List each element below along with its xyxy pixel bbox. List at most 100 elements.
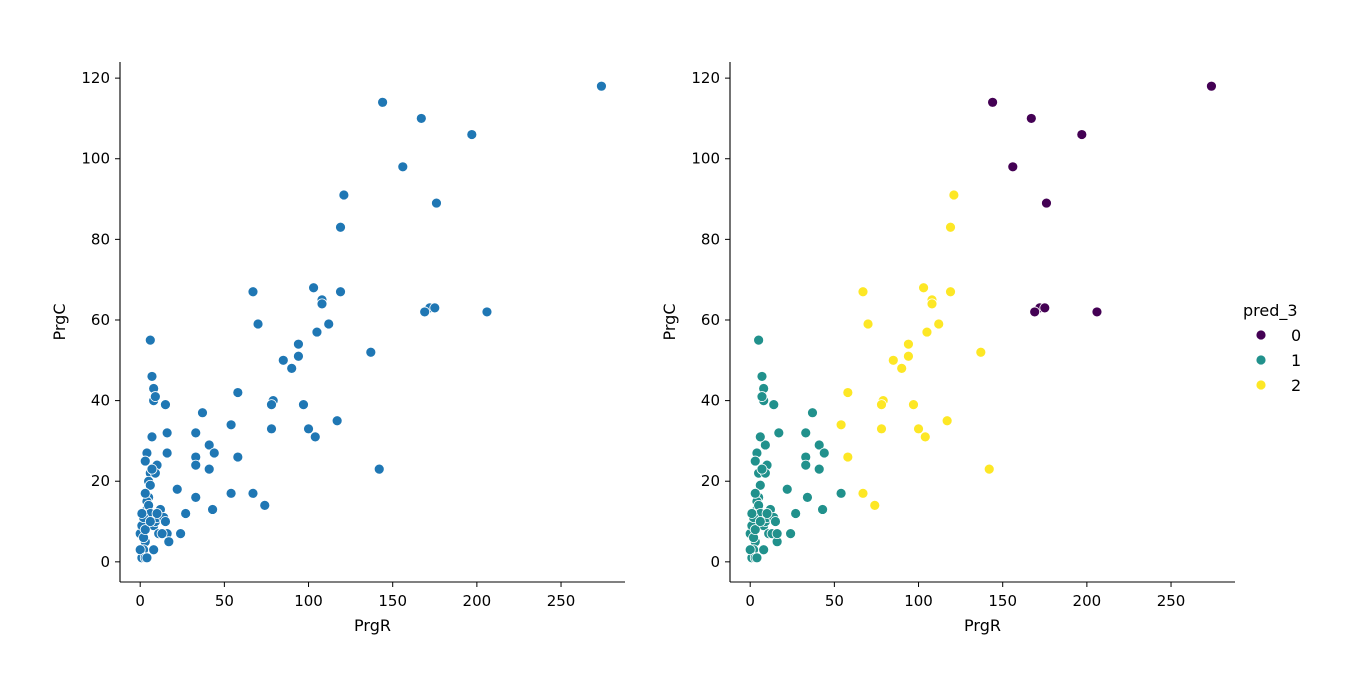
- data-point: [190, 427, 202, 439]
- y-tick-label: 20: [91, 472, 110, 490]
- x-tick-label: 0: [135, 592, 145, 610]
- data-point: [144, 479, 156, 491]
- data-point: [134, 544, 146, 556]
- x-tick-label: 150: [988, 592, 1017, 610]
- data-point: [373, 463, 385, 475]
- data-point-cluster-2: [945, 286, 956, 298]
- data-point: [335, 286, 346, 298]
- data-point: [197, 407, 208, 419]
- data-point-cluster-2: [857, 487, 869, 499]
- data-point: [309, 431, 321, 443]
- data-point: [139, 487, 151, 499]
- legend-label-0: 0: [1291, 326, 1301, 345]
- data-point: [190, 459, 202, 471]
- data-point: [311, 326, 323, 338]
- data-point-cluster-2: [983, 463, 995, 475]
- data-point-cluster-2: [876, 423, 887, 435]
- data-point-cluster-1: [751, 552, 763, 564]
- x-tick-label: 50: [215, 592, 234, 610]
- data-point-cluster-0: [1091, 306, 1103, 318]
- data-point-cluster-1: [807, 407, 818, 419]
- data-point: [247, 286, 259, 298]
- data-point: [308, 282, 319, 294]
- data-point: [323, 318, 335, 330]
- data-point: [232, 387, 244, 398]
- data-point-cluster-2: [842, 451, 854, 463]
- data-point: [277, 354, 289, 366]
- data-point: [161, 427, 173, 439]
- data-point-cluster-0: [987, 96, 998, 108]
- data-point-cluster-1: [756, 391, 768, 402]
- y-tick-label: 0: [100, 553, 110, 571]
- data-point: [293, 350, 304, 362]
- data-point: [139, 455, 151, 467]
- data-point-cluster-0: [1039, 302, 1051, 314]
- data-point: [207, 504, 218, 515]
- data-point: [156, 528, 168, 540]
- data-point: [146, 431, 158, 443]
- legend-label-2: 2: [1291, 376, 1301, 395]
- data-point-cluster-1: [835, 487, 847, 499]
- x-tick-label: 200: [1073, 592, 1102, 610]
- y-tick-label: 60: [91, 311, 110, 329]
- data-point: [338, 189, 350, 201]
- scatter-plot-prgr-vs-prgc: 0 50 100 150 200 250 0 20 40 60 80 100 120 PrgR PrgC: [50, 62, 625, 635]
- data-point: [225, 419, 237, 431]
- data-point: [148, 544, 160, 556]
- data-point: [203, 463, 215, 475]
- data-point-cluster-1: [770, 516, 781, 527]
- data-point-cluster-1: [802, 491, 813, 503]
- data-point-cluster-2: [887, 354, 899, 366]
- data-point: [190, 491, 202, 503]
- data-point-cluster-2: [835, 419, 847, 431]
- data-point-cluster-2: [948, 189, 960, 201]
- data-point-cluster-2: [857, 286, 869, 298]
- data-point-cluster-1: [749, 487, 761, 499]
- data-point: [160, 516, 171, 527]
- data-point: [481, 306, 493, 318]
- data-point: [466, 129, 478, 140]
- data-point-cluster-0: [1007, 161, 1019, 173]
- y-tick-label: 120: [691, 69, 720, 87]
- x-tick-label: 0: [745, 592, 755, 610]
- data-point-cluster-0: [1206, 80, 1217, 92]
- data-point: [286, 362, 298, 374]
- data-point-cluster-1: [754, 431, 766, 443]
- data-point-cluster-1: [768, 399, 780, 411]
- data-point: [303, 423, 314, 435]
- data-point-cluster-1: [800, 427, 812, 439]
- data-point-cluster-1: [817, 504, 828, 515]
- data-point-cluster-2: [918, 282, 929, 294]
- data-point-cluster-2: [903, 350, 914, 362]
- data-point-cluster-2: [926, 298, 938, 310]
- x-tick-label: 50: [825, 592, 844, 610]
- y-tick-label: 80: [701, 230, 720, 248]
- data-point: [180, 508, 192, 519]
- data-point: [171, 483, 183, 495]
- data-point: [139, 524, 151, 535]
- data-point: [141, 552, 153, 564]
- x-tick-label: 100: [904, 592, 933, 610]
- data-point-cluster-2: [919, 431, 931, 443]
- data-point: [160, 399, 171, 411]
- y-tick-label: 40: [701, 392, 720, 410]
- data-point: [331, 415, 343, 427]
- data-point: [144, 516, 156, 527]
- data-point: [316, 298, 328, 310]
- data-point-cluster-1: [746, 508, 758, 519]
- data-point-cluster-1: [813, 463, 825, 475]
- y-tick-label: 40: [91, 392, 110, 410]
- data-point: [293, 338, 304, 350]
- data-point: [429, 302, 441, 314]
- data-point-cluster-2: [941, 415, 953, 427]
- data-point: [146, 463, 158, 475]
- x-tick-label: 250: [1157, 592, 1186, 610]
- data-point: [252, 318, 264, 330]
- data-point: [335, 221, 346, 233]
- data-point-cluster-1: [813, 439, 825, 451]
- data-point-cluster-0: [1041, 197, 1052, 209]
- data-point-cluster-2: [921, 326, 933, 338]
- y-axis-label: PrgC: [660, 304, 679, 341]
- data-point-cluster-1: [761, 508, 773, 519]
- data-point: [161, 447, 173, 459]
